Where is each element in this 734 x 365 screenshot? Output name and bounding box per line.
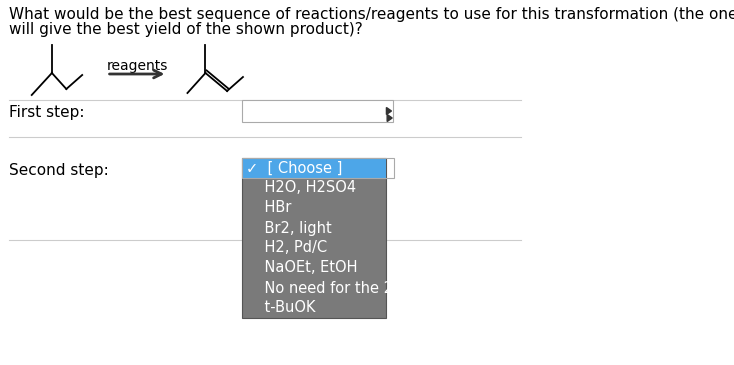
Text: Second step:: Second step: <box>9 162 109 177</box>
Text: HBr: HBr <box>246 200 291 215</box>
Text: Br2, light: Br2, light <box>246 220 332 235</box>
Text: What would be the best sequence of reactions/reagents to use for this transforma: What would be the best sequence of react… <box>9 7 734 22</box>
Bar <box>241 100 393 122</box>
Bar <box>241 158 393 178</box>
Text: H2O, H2SO4: H2O, H2SO4 <box>246 181 356 196</box>
Text: will give the best yield of the shown product)?: will give the best yield of the shown pr… <box>9 22 363 37</box>
Polygon shape <box>387 115 392 122</box>
Text: t-BuOK: t-BuOK <box>246 300 316 315</box>
Bar <box>241 158 385 178</box>
Polygon shape <box>386 108 391 115</box>
Text: ✓  [ Choose ]: ✓ [ Choose ] <box>246 161 342 176</box>
Text: NaOEt, EtOH: NaOEt, EtOH <box>246 261 357 276</box>
Text: No need for the 2rd step: No need for the 2rd step <box>246 280 444 296</box>
Bar <box>241 158 385 318</box>
Text: reagents: reagents <box>106 59 168 73</box>
Text: H2, Pd/C: H2, Pd/C <box>246 241 327 256</box>
Text: First step:: First step: <box>9 105 84 120</box>
